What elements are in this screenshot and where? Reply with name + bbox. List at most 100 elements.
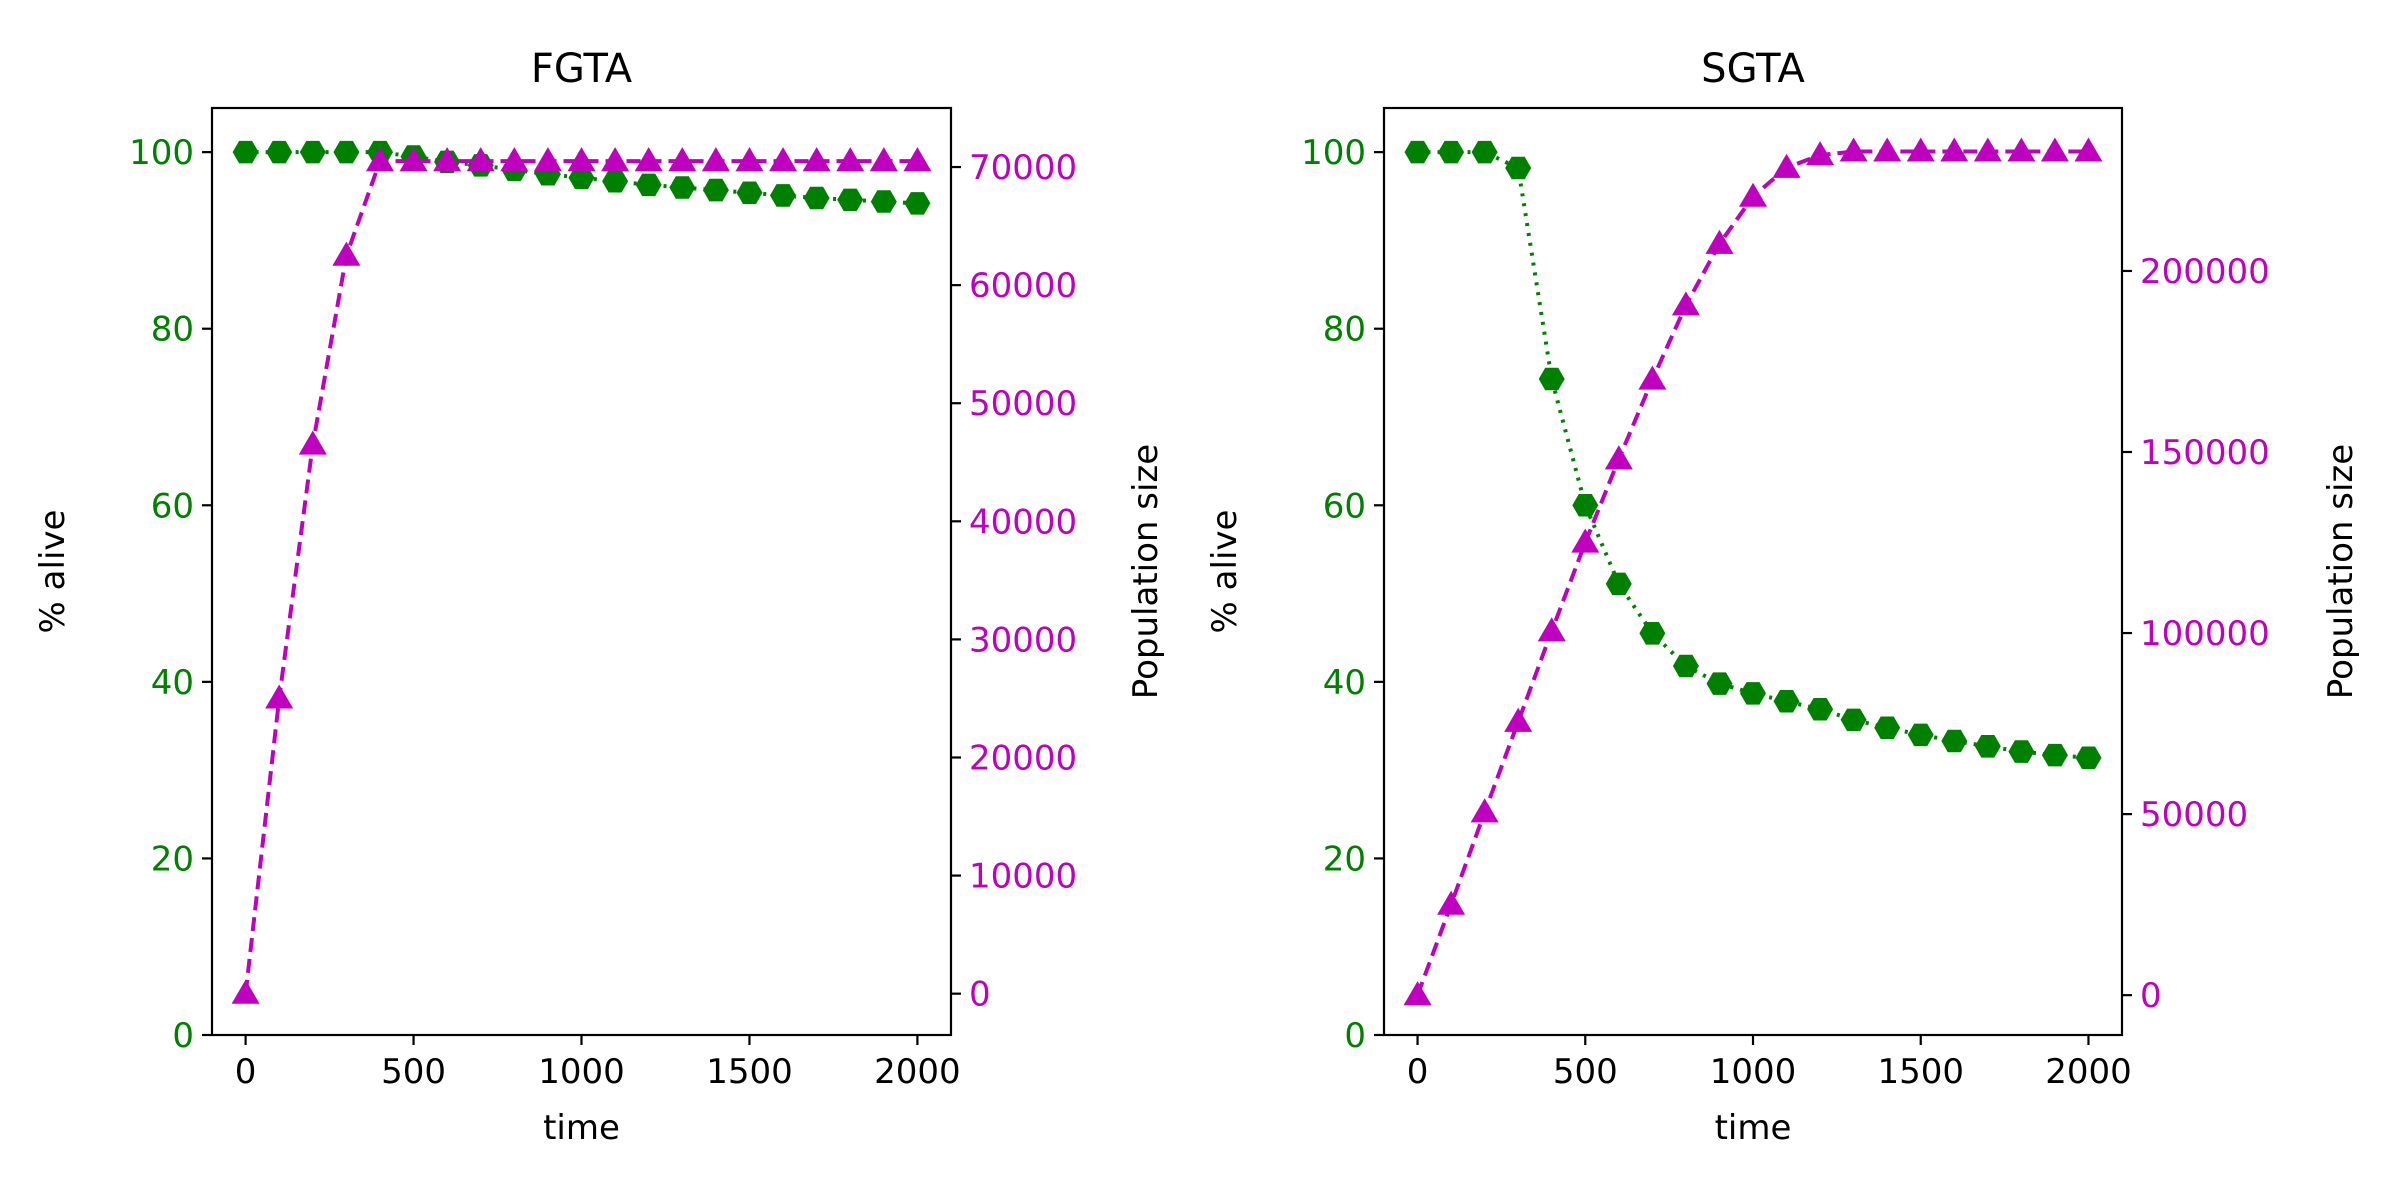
data-point [266,140,293,164]
y2-tick-label: 200000 [2140,252,2270,292]
data-point [2074,137,2103,162]
data-point [1906,137,1935,162]
data-point [500,147,529,172]
data-point [2075,746,2102,769]
data-point [1639,622,1666,645]
series-population-size [1403,137,2103,1006]
x-tick-label: 0 [1407,1052,1429,1092]
data-point [1403,981,1432,1006]
y-tick-label: 0 [1344,1016,1366,1056]
y2-tick-label: 30000 [969,620,1077,660]
data-point [1806,141,1835,166]
data-point [870,190,897,213]
data-point [1773,690,1800,713]
data-point [1974,735,2001,758]
x-tick-label: 1000 [1710,1052,1797,1092]
y2-tick-label: 0 [969,975,991,1015]
data-point [802,147,831,172]
x-tick-label: 2000 [874,1052,961,1092]
data-point [1873,137,1902,162]
y2-tick-label: 100000 [2140,614,2270,654]
y2-tick-label: 50000 [2140,795,2248,835]
chart-panel-0: FGTA 0 500 1000 1500 2000 time 0 20 40 60 80 100 % al… [33,46,1166,1148]
x-tick-label: 1000 [538,1052,625,1092]
data-point [602,170,629,193]
data-point [1672,654,1699,678]
data-point [433,147,462,172]
y-axis-label: % alive [33,510,73,634]
plot-frame [1382,106,2124,1037]
data-point [231,979,260,1004]
data-point [669,176,696,199]
plot-frame [210,106,953,1037]
data-point [1538,367,1565,391]
x-axis-label: time [1715,1108,1792,1148]
data-point [1671,291,1700,316]
data-point [1973,137,2002,162]
data-point [1940,137,1969,162]
data-point [601,147,630,172]
y-tick-label: 100 [129,133,194,173]
data-point [232,140,259,164]
y-tick-label: 60 [1323,486,1366,526]
data-point [298,430,327,455]
data-point [333,140,360,164]
data-point [1839,137,1868,162]
data-point [1537,617,1566,642]
data-point [1571,528,1600,553]
data-point [1706,672,1733,695]
data-point [1470,798,1499,823]
data-point [1404,140,1431,164]
series-percent-alive [232,140,931,215]
data-point [1740,682,1766,705]
data-point [567,147,596,172]
data-point [903,147,932,172]
chart-title: SGTA [1701,46,1805,92]
x-tick-label: 0 [235,1052,257,1092]
series-line [1417,150,2089,760]
chart-panel-1: SGTA 0 500 1000 1500 2000 time 0 20 40 60 80 100 % al… [1205,46,2361,1148]
series-line [1415,149,2089,996]
data-point [701,147,730,172]
data-point [1739,182,1767,207]
data-point [1874,716,1901,739]
data-point [837,188,864,212]
y2-tick-label: 10000 [969,857,1077,897]
data-point [265,684,294,709]
y-tick-label: 40 [1323,663,1366,703]
data-point [769,147,798,172]
x-tick-label: 2000 [2045,1052,2132,1092]
y-tick-label: 40 [151,663,194,703]
chart-title: FGTA [531,46,633,92]
y-tick-label: 0 [172,1016,194,1056]
data-point [634,147,663,172]
data-point [533,147,562,172]
y-axis-label: % alive [1205,510,1245,634]
data-point [668,147,697,172]
data-point [365,147,394,172]
data-point [869,147,898,172]
series-percent-alive [1404,140,2102,769]
y-tick-label: 60 [151,486,194,526]
y-tick-label: 20 [151,839,194,879]
data-point [568,166,595,189]
data-point [1437,890,1466,915]
y2-axis-label: Population size [1126,444,1166,699]
data-point [1772,153,1801,178]
data-point [399,147,428,172]
data-point [1705,229,1734,254]
series-line [243,159,918,994]
x-tick-label: 1500 [1877,1052,1964,1092]
data-point [1840,708,1867,732]
data-point [735,147,764,172]
data-point [332,241,361,266]
data-point [2008,740,2035,763]
data-point [803,186,830,210]
data-point [1907,723,1934,747]
y-tick-label: 80 [1323,310,1366,350]
data-point [466,147,495,172]
data-point [1505,156,1532,180]
data-point [1572,494,1599,517]
x-tick-label: 500 [381,1052,446,1092]
x-axis-label: time [543,1108,620,1148]
